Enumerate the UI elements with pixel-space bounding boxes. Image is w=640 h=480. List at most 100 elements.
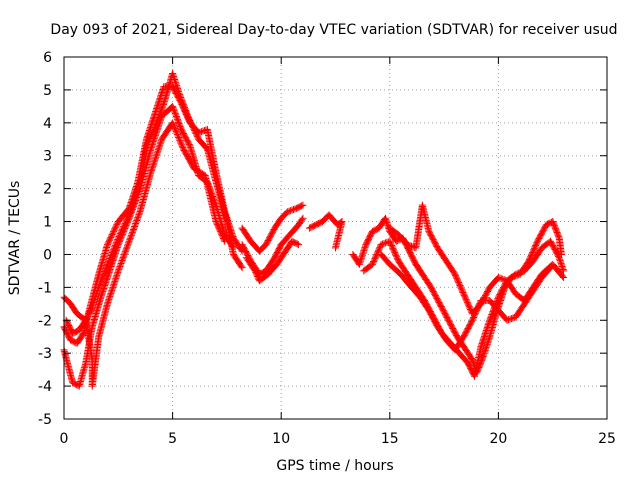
series-track-12 [377, 250, 555, 354]
data-point [483, 342, 491, 350]
data-point [128, 230, 136, 238]
data-point [554, 252, 562, 260]
y-tick-label: 5 [43, 83, 52, 99]
data-point [127, 208, 135, 216]
data-point [169, 71, 177, 79]
data-point [406, 242, 414, 250]
data-point [496, 274, 504, 282]
data-point [126, 234, 134, 242]
data-point [290, 205, 298, 213]
data-point [107, 233, 115, 241]
data-point [106, 235, 114, 243]
data-point [484, 339, 492, 347]
data-point [117, 235, 125, 243]
data-point [229, 244, 237, 252]
data-points [60, 69, 568, 390]
data-point [172, 126, 180, 134]
data-point [113, 220, 121, 228]
data-point [125, 237, 133, 245]
data-point [131, 221, 139, 229]
series-track-10 [360, 237, 568, 380]
data-point [128, 205, 136, 213]
data-point [285, 207, 293, 215]
data-point [358, 253, 366, 261]
data-point [513, 270, 521, 278]
data-point [175, 135, 183, 143]
data-point [115, 265, 123, 273]
y-tick-label: -4 [38, 379, 52, 395]
data-point [169, 119, 177, 127]
data-point [119, 229, 127, 237]
data-point [115, 239, 123, 247]
data-point [515, 269, 523, 277]
data-point [288, 206, 296, 214]
data-point [512, 270, 520, 278]
data-point [173, 115, 181, 123]
series-track-1 [60, 69, 246, 324]
data-point [170, 123, 178, 131]
series-track-8 [305, 211, 346, 252]
data-point [127, 233, 135, 241]
data-point [170, 72, 178, 80]
data-point [121, 224, 129, 232]
data-point [293, 240, 301, 248]
data-point [120, 252, 128, 260]
series-track-7 [242, 237, 303, 285]
data-point [484, 337, 492, 345]
data-point [133, 215, 141, 223]
data-point [360, 245, 368, 253]
data-point [134, 214, 142, 222]
data-point [497, 275, 505, 283]
x-tick-label: 0 [60, 431, 69, 447]
data-point [119, 230, 127, 238]
data-point [124, 217, 132, 225]
data-point [120, 226, 128, 234]
data-point [135, 209, 143, 217]
data-point [134, 212, 142, 220]
y-axis-label: SDTVAR / TECUs [7, 181, 23, 296]
data-point [356, 259, 364, 267]
data-point [380, 239, 388, 247]
data-point [175, 120, 183, 128]
data-point [169, 102, 177, 110]
data-point [108, 231, 116, 239]
data-point [486, 316, 494, 324]
data-point [220, 236, 228, 244]
data-point [298, 202, 306, 210]
data-point [131, 222, 139, 230]
data-point [176, 123, 184, 131]
data-point [479, 352, 487, 360]
data-point [284, 208, 292, 216]
data-point [172, 79, 180, 87]
data-point [105, 236, 113, 244]
data-point [170, 105, 178, 113]
data-point [111, 225, 119, 233]
data-point [130, 225, 138, 233]
data-point [360, 247, 368, 255]
data-point [171, 76, 179, 84]
data-point [133, 192, 141, 200]
data-point [122, 245, 130, 253]
axis-ticks [63, 56, 608, 420]
data-point [355, 260, 363, 268]
data-point [506, 315, 514, 323]
data-point [121, 249, 129, 257]
data-point [287, 207, 295, 215]
data-point [171, 108, 179, 116]
data-point [176, 121, 184, 129]
chart-title: Day 093 of 2021, Sidereal Day-to-day VTE… [50, 22, 617, 38]
y-tick-label: 2 [43, 182, 52, 198]
data-point [357, 254, 365, 262]
y-tick-label: -2 [38, 313, 52, 329]
data-point [120, 227, 128, 235]
x-tick-label: 15 [381, 431, 399, 447]
data-point [128, 207, 136, 215]
data-point [175, 133, 183, 141]
data-point [122, 246, 130, 254]
data-point [116, 262, 124, 270]
data-point [332, 244, 339, 252]
data-point [546, 265, 554, 273]
data-point [104, 239, 112, 247]
data-point [178, 142, 186, 150]
